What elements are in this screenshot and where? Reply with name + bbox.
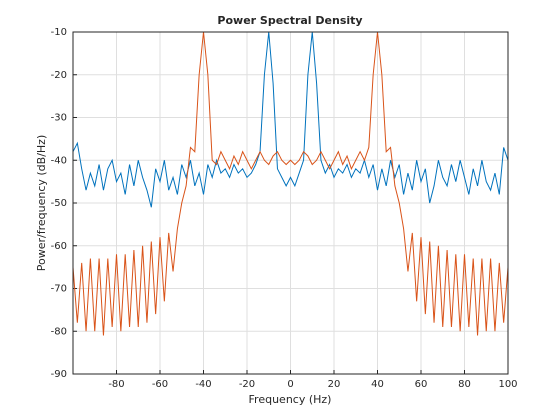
x-axis-label: Frequency (Hz)	[249, 393, 332, 406]
x-tick-label: 100	[498, 379, 517, 390]
x-tick-label: 20	[328, 379, 341, 390]
y-tick-label: -60	[51, 241, 67, 252]
series-line	[72, 31, 509, 336]
x-tick-label: 80	[458, 379, 471, 390]
y-tick-label: -70	[51, 284, 67, 295]
axes-box	[72, 31, 509, 375]
x-tick-label: -20	[239, 379, 255, 390]
x-tick-label: 40	[371, 379, 384, 390]
y-tick-label: -40	[51, 155, 67, 166]
y-tick-label: -20	[51, 70, 67, 81]
series-line	[72, 31, 509, 208]
y-tick-label: -10	[51, 27, 67, 38]
y-tick-label: -50	[51, 198, 67, 209]
y-axis-label: Power/frequency (dB/Hz)	[35, 135, 48, 272]
y-tick-label: -30	[51, 113, 67, 124]
chart-title: Power Spectral Density	[217, 14, 362, 27]
x-tick-label: -40	[195, 379, 211, 390]
y-tick-label: -90	[51, 369, 67, 380]
x-tick-label: 0	[287, 379, 293, 390]
x-tick-label: -80	[108, 379, 124, 390]
x-tick-label: -60	[152, 379, 168, 390]
x-tick-label: 60	[415, 379, 428, 390]
y-tick-label: -80	[51, 326, 67, 337]
